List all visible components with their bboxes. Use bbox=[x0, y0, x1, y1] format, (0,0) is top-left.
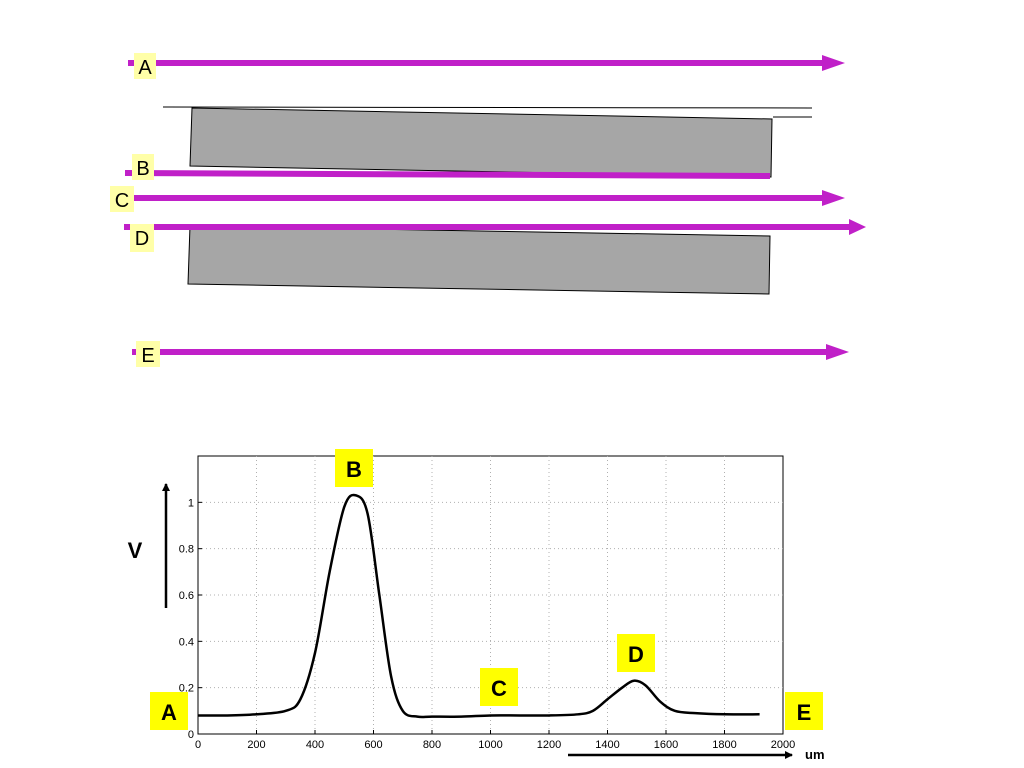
beam-a-label-box bbox=[134, 53, 156, 79]
x-tick-label: 1400 bbox=[595, 739, 619, 751]
beam-e: E bbox=[132, 341, 849, 367]
beam-e-label: E bbox=[141, 345, 154, 367]
y-axis-symbol: V bbox=[128, 538, 143, 563]
x-axis-unit: um bbox=[805, 747, 825, 762]
beam-a-arrowhead bbox=[822, 55, 845, 71]
beam-d-label-box bbox=[130, 224, 154, 252]
reference-line-top bbox=[162, 106, 813, 109]
plot-label-a-box bbox=[150, 692, 188, 730]
x-tick-label: 800 bbox=[423, 739, 441, 751]
plot-label-e-text: E bbox=[797, 700, 812, 725]
plot-label-a: A bbox=[150, 692, 188, 730]
plot-label-b-text: B bbox=[346, 457, 362, 482]
beam-b: B bbox=[124, 154, 771, 180]
beam-d-label: D bbox=[135, 228, 149, 250]
x-tick-labels: 0 200 400 600 800 1000 1200 1400 1600 1800 2000 bbox=[195, 739, 795, 751]
beam-a: A bbox=[128, 53, 845, 79]
beam-c-label-box bbox=[110, 186, 134, 212]
beam-c: C bbox=[110, 186, 845, 212]
x-tick-label: 0 bbox=[195, 739, 201, 751]
plot-label-e-box bbox=[785, 692, 823, 730]
x-tick-label: 2000 bbox=[771, 739, 795, 751]
plot-label-c-text: C bbox=[491, 676, 507, 701]
beam-b-label-box bbox=[132, 154, 154, 180]
upper-block bbox=[189, 107, 773, 178]
y-tick-label: 0.2 bbox=[179, 683, 194, 695]
x-tick-label: 600 bbox=[364, 739, 382, 751]
y-tick-label: 0.8 bbox=[179, 544, 194, 556]
y-tick-label: 1 bbox=[188, 497, 194, 509]
y-tick-labels: 0 0.2 0.4 0.6 0.8 1 bbox=[179, 497, 194, 741]
y-tick-label: 0 bbox=[188, 729, 194, 741]
plot-label-c: C bbox=[480, 668, 518, 706]
beam-d: D bbox=[124, 219, 866, 252]
scan-diagram: A B C D E bbox=[110, 53, 866, 367]
plot-label-d-text: D bbox=[628, 642, 644, 667]
x-tick-label: 1000 bbox=[478, 739, 502, 751]
signal-curve bbox=[197, 493, 760, 719]
beam-d-arrowhead bbox=[849, 219, 866, 235]
x-tick-label: 200 bbox=[247, 739, 265, 751]
beam-b-label: B bbox=[136, 158, 149, 180]
plot-label-c-box bbox=[480, 668, 518, 706]
y-tick-label: 0.4 bbox=[179, 636, 194, 648]
beam-e-arrowhead bbox=[826, 344, 849, 360]
x-tick-label: 400 bbox=[306, 739, 324, 751]
lower-block bbox=[187, 225, 771, 295]
plot-label-d-box bbox=[617, 634, 655, 672]
plot-label-b-box bbox=[335, 449, 373, 487]
plot-label-d: D bbox=[617, 634, 655, 672]
beam-e-label-box bbox=[136, 341, 160, 367]
beam-c-label: C bbox=[115, 190, 129, 212]
x-tick-label: 1800 bbox=[712, 739, 736, 751]
x-tick-label: 1200 bbox=[537, 739, 561, 751]
beam-a-label: A bbox=[138, 57, 152, 79]
plot-label-e: E bbox=[785, 692, 823, 730]
plot-label-b: B bbox=[335, 449, 373, 487]
signal-plot: 0 200 400 600 800 1000 1200 1400 1600 1800 2000 00… bbox=[128, 449, 825, 762]
y-tick-label: 0.6 bbox=[179, 590, 194, 602]
beam-c-arrowhead bbox=[822, 190, 845, 206]
beam-b-line bbox=[124, 170, 771, 179]
x-tick-label: 1600 bbox=[654, 739, 678, 751]
plot-label-a-text: A bbox=[161, 700, 177, 725]
